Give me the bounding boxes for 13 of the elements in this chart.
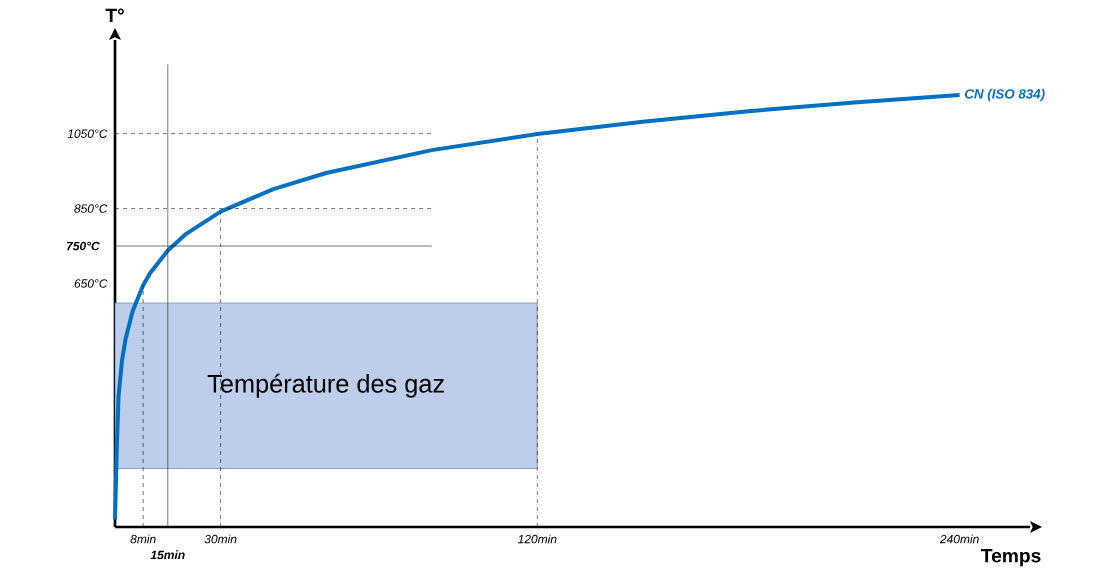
x-tick-label: 30min	[204, 534, 237, 544]
x-tick-label: 120min	[517, 534, 557, 544]
x-tick-label: 240min	[939, 534, 979, 544]
y-axis-title: T°	[105, 8, 124, 22]
band-label: Température des gaz	[207, 373, 444, 398]
series-label: CN (ISO 834)	[964, 88, 1045, 102]
y-tick-label: 1050°C	[67, 129, 108, 138]
x-axis-title: Temps	[981, 549, 1041, 567]
x-tick-label: 8min	[130, 534, 156, 544]
y-tick-label: 850°C	[74, 204, 108, 213]
y-tick-label: 650°C	[74, 279, 108, 288]
ref-line-label: 15min	[150, 550, 185, 560]
ref-line-label: 750°C	[66, 241, 100, 251]
